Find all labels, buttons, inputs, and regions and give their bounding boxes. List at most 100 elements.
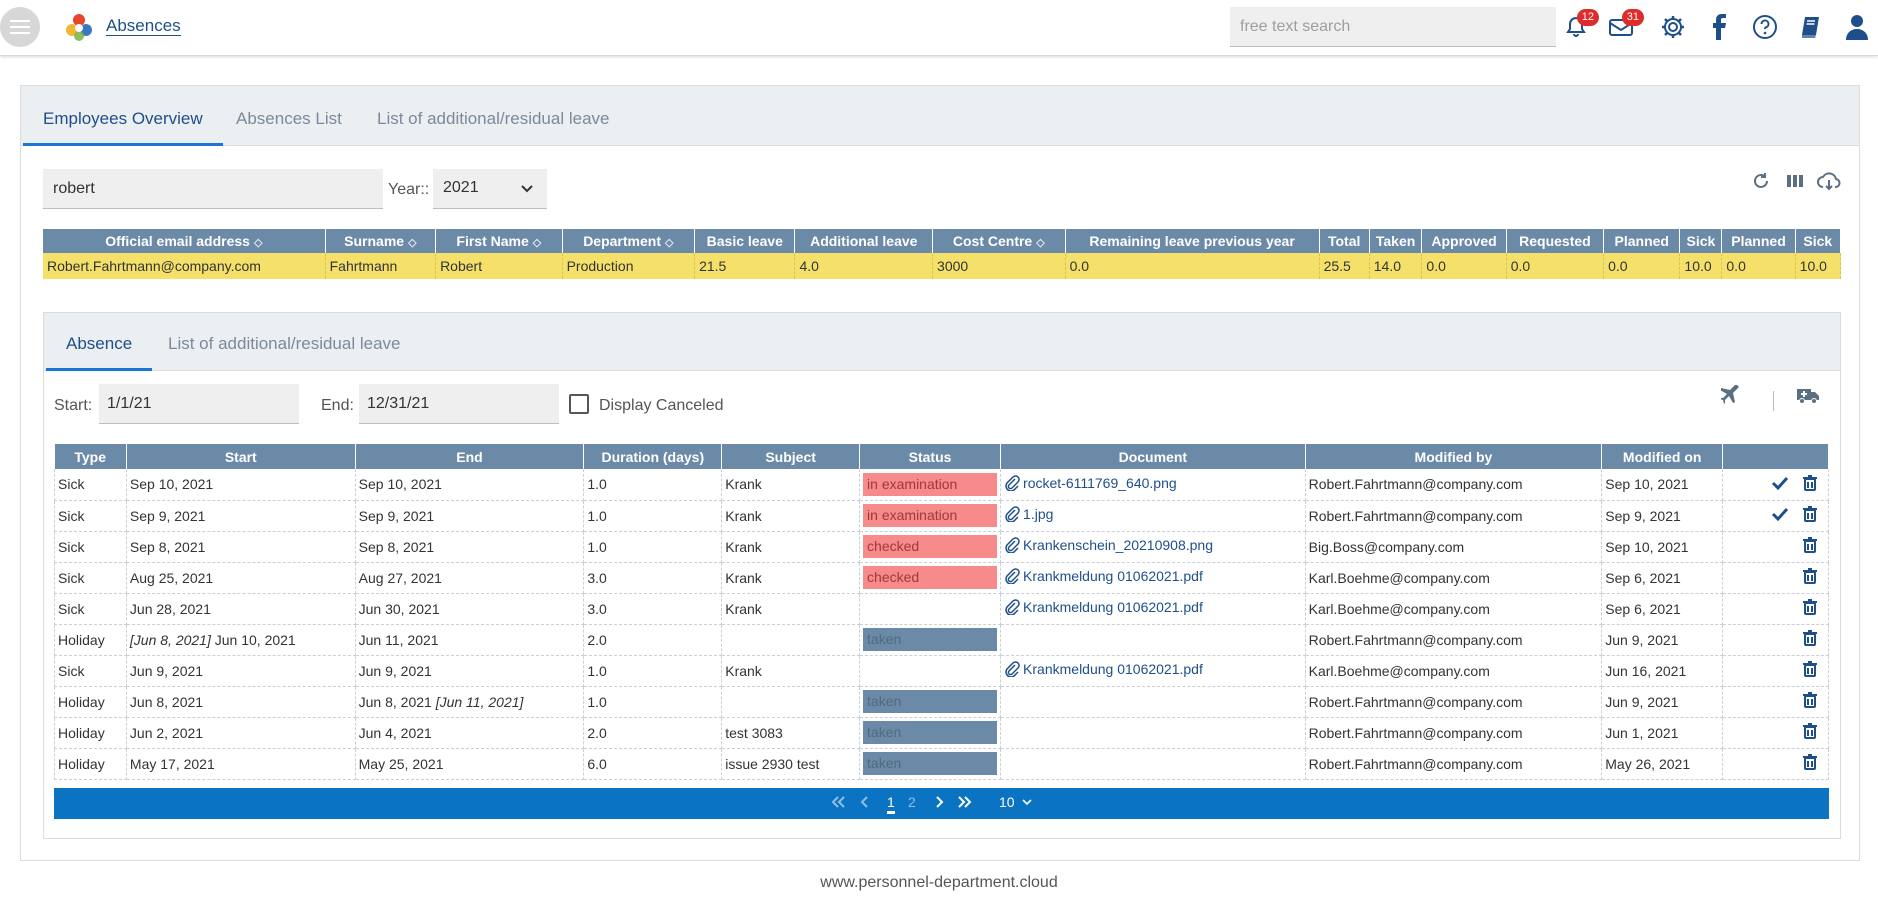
col-first-name[interactable]: First Name ◇ [435, 229, 563, 253]
col-remaining-leave[interactable]: Remaining leave previous year [1065, 229, 1320, 253]
col-planned-2[interactable]: Planned [1721, 229, 1796, 253]
employee-search-input[interactable] [43, 169, 383, 209]
refresh-button[interactable] [1749, 169, 1773, 193]
col-modified-on[interactable]: Modified on [1601, 444, 1724, 469]
col-type[interactable]: Type [54, 444, 127, 469]
delete-button[interactable] [1795, 568, 1825, 584]
search-input[interactable] [1230, 7, 1556, 47]
paperclip-icon [1005, 568, 1020, 584]
menu-button[interactable] [0, 7, 40, 47]
messages-button[interactable]: 31 [1606, 9, 1644, 42]
document-link[interactable]: rocket-6111769_640.png [1004, 475, 1177, 491]
user-button[interactable] [1842, 12, 1872, 42]
delete-button[interactable] [1795, 537, 1825, 553]
tab-absence[interactable]: Absence [46, 313, 153, 371]
col-total[interactable]: Total [1319, 229, 1370, 253]
absence-row[interactable]: Sick Sep 9, 2021 Sep 9, 2021 1.0 Krank in exa… [54, 500, 1829, 532]
col-sick[interactable]: Sick [1679, 229, 1723, 253]
facebook-button[interactable] [1704, 12, 1734, 42]
cell-start: Sep 10, 2021 [125, 469, 356, 501]
download-button[interactable] [1817, 169, 1841, 193]
notifications-button[interactable]: 12 [1561, 9, 1599, 42]
cell-actions [1722, 655, 1829, 687]
delete-button[interactable] [1795, 754, 1825, 770]
last-page-button[interactable] [957, 794, 973, 813]
col-end[interactable]: End [355, 444, 585, 469]
col-modified-by[interactable]: Modified by [1305, 444, 1603, 469]
previous-page-button[interactable] [858, 794, 870, 813]
start-date-input[interactable] [99, 384, 299, 424]
sort-icon: ◇ [408, 237, 417, 249]
columns-button[interactable] [1783, 169, 1807, 193]
page-2-button[interactable]: 2 [908, 794, 916, 810]
delete-button[interactable] [1795, 723, 1825, 739]
document-link[interactable]: Krankmeldung 01062021.pdf [1004, 568, 1203, 584]
col-basic-leave[interactable]: Basic leave [694, 229, 796, 253]
col-subject[interactable]: Subject [721, 444, 861, 469]
document-link[interactable]: 1.jpg [1004, 506, 1053, 522]
help-button[interactable] [1750, 12, 1780, 42]
end-date: Sep 9, 2021 [358, 507, 435, 524]
document-link[interactable]: Krankmeldung 01062021.pdf [1004, 661, 1203, 677]
manual-button[interactable] [1796, 12, 1826, 42]
col-approved[interactable]: Approved [1421, 229, 1507, 253]
col-cost-centre[interactable]: Cost Centre ◇ [932, 229, 1066, 253]
document-link[interactable]: Krankmeldung 01062021.pdf [1004, 599, 1203, 615]
absence-row[interactable]: Holiday Jun 2, 2021 Jun 4, 2021 2.0 test 308… [54, 717, 1829, 749]
col-planned[interactable]: Planned [1603, 229, 1681, 253]
delete-button[interactable] [1795, 599, 1825, 615]
page-1-button[interactable]: 1 [887, 794, 895, 814]
delete-button[interactable] [1795, 630, 1825, 646]
year-select[interactable]: 2021 [433, 169, 547, 209]
page-size-select[interactable]: 10 [999, 794, 1033, 810]
absence-row[interactable]: Sick Aug 25, 2021 Aug 27, 2021 3.0 Krank chec… [54, 562, 1829, 594]
approve-button[interactable] [1765, 475, 1795, 491]
absence-row[interactable]: Holiday [Jun 8, 2021] Jun 10, 2021 Jun 11,… [54, 624, 1829, 656]
col-department[interactable]: Department ◇ [562, 229, 696, 253]
absence-row[interactable]: Sick Sep 8, 2021 Sep 8, 2021 1.0 Krank checke… [54, 531, 1829, 563]
tab-sub-additional-leave[interactable]: List of additional/residual leave [168, 334, 401, 353]
end-date-input[interactable] [359, 384, 559, 424]
absences-table: Type Start End Duration (days) Subject S… [54, 444, 1829, 780]
col-start[interactable]: Start [126, 444, 356, 469]
airplane-icon [1721, 385, 1739, 404]
absence-row[interactable]: Holiday May 17, 2021 May 25, 2021 6.0 issue … [54, 748, 1829, 780]
app-title[interactable]: Absences [106, 16, 181, 36]
delete-button[interactable] [1795, 661, 1825, 677]
notifications-badge: 12 [1576, 9, 1599, 26]
cell-end: Aug 27, 2021 [354, 562, 585, 594]
tab-employees-overview[interactable]: Employees Overview [23, 86, 223, 146]
delete-button[interactable] [1795, 506, 1825, 522]
add-holiday-button[interactable] [1719, 383, 1743, 407]
settings-button[interactable] [1658, 12, 1688, 42]
col-requested[interactable]: Requested [1506, 229, 1605, 253]
cell-requested: 0.0 [1506, 253, 1605, 279]
absence-row[interactable]: Sick Jun 28, 2021 Jun 30, 2021 3.0 Krank Kran… [54, 593, 1829, 625]
col-sick-2[interactable]: Sick [1795, 229, 1842, 253]
absence-row[interactable]: Sick Sep 10, 2021 Sep 10, 2021 1.0 Krank in e… [54, 469, 1829, 501]
col-additional-leave[interactable]: Additional leave [794, 229, 934, 253]
tab-absences-list[interactable]: Absences List [236, 109, 342, 128]
delete-button[interactable] [1795, 692, 1825, 708]
cell-type: Sick [54, 655, 127, 687]
absence-row[interactable]: Holiday Jun 8, 2021 Jun 8, 2021 [Jun 11, 2… [54, 686, 1829, 718]
cell-type: Holiday [54, 686, 127, 718]
tab-additional-leave[interactable]: List of additional/residual leave [377, 109, 610, 128]
app-logo [66, 14, 92, 41]
delete-button[interactable] [1795, 474, 1825, 491]
next-page-button[interactable] [934, 794, 946, 813]
approve-button[interactable] [1765, 506, 1795, 522]
col-duration[interactable]: Duration (days) [583, 444, 723, 469]
cell-start: Sep 8, 2021 [125, 531, 356, 563]
employee-row[interactable]: Robert.Fahrtmann@company.com Fahrtmann R… [43, 253, 1842, 279]
col-document[interactable]: Document [1000, 444, 1306, 469]
absence-row[interactable]: Sick Jun 9, 2021 Jun 9, 2021 1.0 Krank Krankm… [54, 655, 1829, 687]
col-email[interactable]: Official email address ◇ [43, 229, 326, 253]
col-taken[interactable]: Taken [1369, 229, 1423, 253]
first-page-button[interactable] [830, 794, 846, 813]
document-link[interactable]: Krankenschein_20210908.png [1004, 537, 1213, 553]
display-canceled-checkbox[interactable] [569, 394, 589, 414]
col-surname[interactable]: Surname ◇ [325, 229, 437, 253]
col-status[interactable]: Status [859, 444, 1002, 469]
add-sick-leave-button[interactable] [1796, 383, 1820, 407]
